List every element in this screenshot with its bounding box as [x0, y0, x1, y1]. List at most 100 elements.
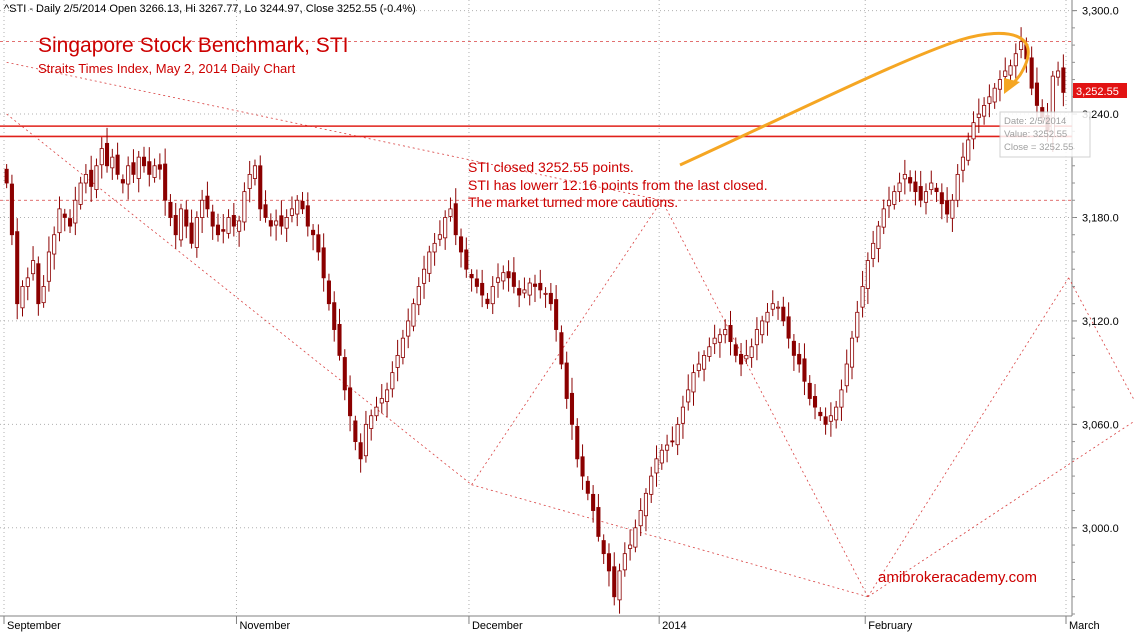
candle-body — [200, 199, 205, 218]
candle-body — [638, 510, 643, 527]
candle-body — [881, 208, 886, 228]
candle-body — [110, 156, 115, 169]
candle-body — [231, 215, 236, 227]
candle-body — [1013, 53, 1018, 67]
candlesticks — [4, 27, 1066, 614]
candle-body — [596, 507, 601, 537]
candle-body — [654, 458, 659, 474]
candle-body — [617, 570, 622, 601]
candle-body — [326, 280, 331, 305]
candle-body — [163, 163, 168, 201]
candle-body — [871, 242, 876, 259]
candle-body — [78, 182, 83, 205]
candle-body — [289, 208, 294, 216]
candle-body — [834, 406, 839, 421]
candle-body — [955, 173, 960, 201]
candle-body — [992, 87, 997, 103]
candle-body — [892, 191, 897, 205]
y-tick-label: 3,300.0 — [1082, 6, 1119, 18]
candle-body — [25, 277, 30, 287]
candle-body — [469, 273, 474, 279]
candle-body — [960, 156, 966, 171]
candle-body — [62, 213, 67, 218]
candle-body — [807, 382, 812, 399]
watermark: amibrokeracademy.com — [878, 569, 1037, 586]
candle-body — [501, 272, 506, 282]
candle-body — [279, 215, 284, 227]
tooltip-line-3: Close = 3252.55 — [1004, 142, 1073, 153]
candle-body — [886, 199, 892, 207]
candle-body — [1003, 70, 1008, 77]
candle-body — [131, 162, 136, 175]
candle-body — [1029, 57, 1034, 89]
candle-body — [379, 398, 384, 404]
candle-body — [675, 423, 680, 446]
candle-body — [390, 372, 395, 390]
candle-body — [712, 337, 717, 345]
candle-body — [348, 387, 353, 417]
candle-body — [633, 527, 638, 548]
x-tick-label: December — [472, 620, 523, 632]
candle-body — [321, 247, 326, 279]
candle-body — [443, 217, 448, 239]
candle-body — [665, 444, 670, 451]
candle-body — [765, 311, 770, 323]
candle-body — [786, 316, 791, 339]
candle-body — [395, 355, 400, 368]
candle-body — [728, 325, 733, 343]
candle-body — [258, 165, 263, 210]
candle-body — [839, 389, 844, 408]
candle-body — [358, 442, 363, 460]
candle-body — [157, 164, 162, 170]
candle-body — [1061, 67, 1066, 93]
orange-arrow-path — [679, 32, 1030, 167]
candle-body — [680, 406, 685, 424]
candle-body — [363, 423, 368, 457]
candle-body — [15, 231, 20, 305]
candle-body — [337, 323, 342, 356]
candle-body — [448, 208, 453, 217]
candle-body — [411, 303, 416, 327]
candle-body — [242, 191, 247, 223]
trend-line — [6, 113, 472, 486]
candle-body — [649, 475, 654, 495]
candle-body — [41, 286, 46, 304]
candle-body — [284, 217, 289, 229]
candle-body — [971, 122, 976, 140]
candle-body — [316, 234, 321, 253]
status-line: ^STI - Daily 2/5/2014 Open 3266.13, Hi 3… — [4, 3, 416, 15]
candle-body — [311, 229, 316, 236]
candle-body — [585, 480, 590, 494]
candle-body — [749, 346, 754, 358]
candle-body — [707, 346, 712, 357]
candle-body — [543, 292, 548, 295]
candle-body — [918, 186, 923, 201]
candle-body — [453, 203, 458, 236]
y-tick-label: 3,240.0 — [1082, 109, 1119, 121]
candle-body — [828, 415, 833, 422]
candle-body — [760, 320, 765, 336]
candle-body — [776, 306, 781, 309]
y-axis-panel — [1072, 0, 1134, 633]
candle-body — [1008, 65, 1013, 76]
annotation-overlay — [679, 32, 1030, 167]
y-tick-label: 3,180.0 — [1082, 212, 1119, 224]
candle-body — [622, 553, 627, 571]
candle-body — [522, 289, 527, 294]
candle-body — [184, 209, 189, 227]
candle-body — [659, 449, 664, 464]
candle-body — [818, 411, 823, 417]
candle-body — [982, 105, 987, 117]
candle-body — [189, 222, 194, 244]
candle-body — [480, 282, 485, 296]
candle-body — [168, 201, 173, 218]
candle-body — [432, 242, 437, 253]
candle-body — [717, 334, 722, 343]
candle-body — [517, 288, 522, 296]
plot-area — [0, 0, 1072, 616]
candle-body — [511, 272, 516, 287]
candle-body — [300, 200, 305, 210]
candle-body — [31, 260, 36, 275]
candle-body — [141, 156, 147, 167]
candle-body — [147, 161, 152, 175]
